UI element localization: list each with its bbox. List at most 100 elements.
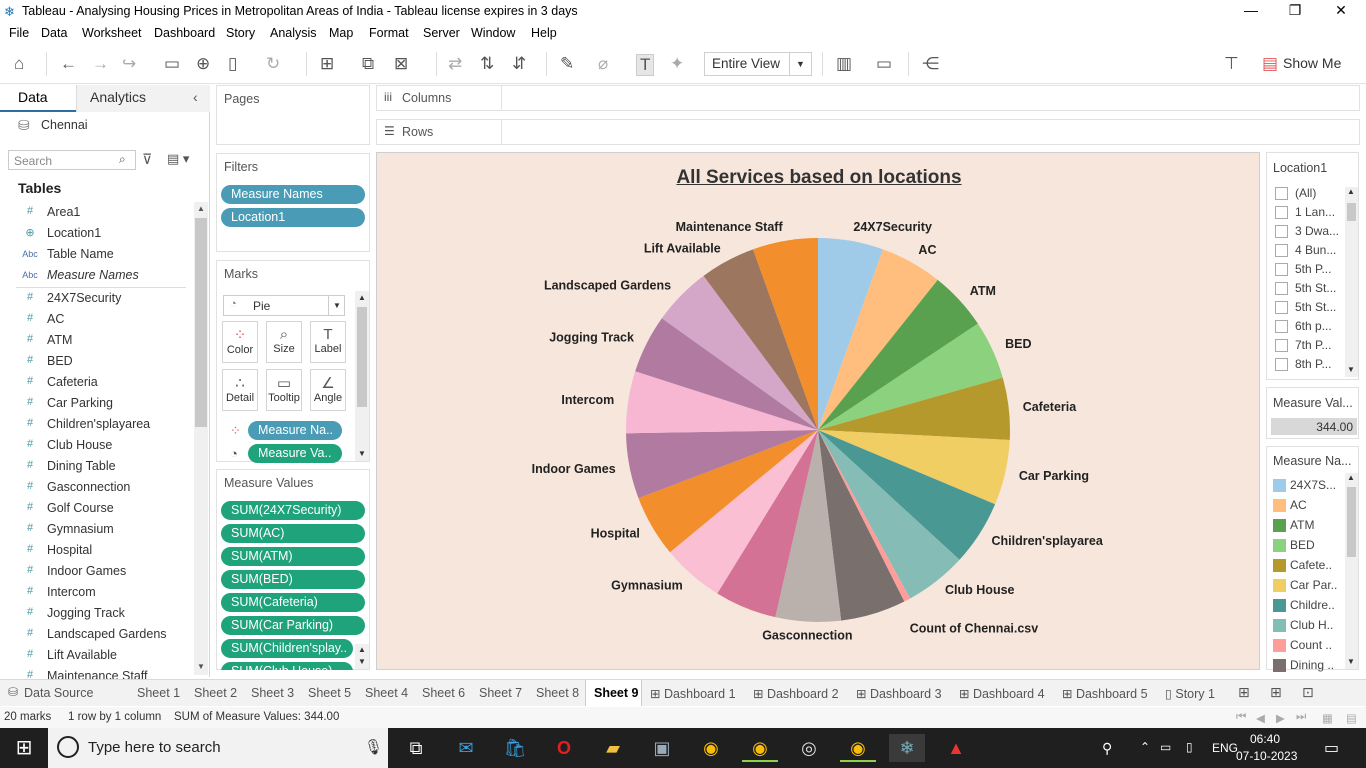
size-mark-button[interactable]: ⌕ Size [266, 321, 302, 363]
mark-type-dropdown[interactable]: ◔ Pie ▼ [223, 295, 345, 316]
detail-mark-button[interactable]: ∴ Detail [222, 369, 258, 411]
field-item[interactable]: # Golf Course [0, 498, 192, 519]
measure-value-pill[interactable]: SUM(Club House) [221, 662, 353, 670]
legend-label[interactable]: Childre.. [1290, 598, 1335, 612]
field-item[interactable]: # ATM [0, 330, 192, 351]
fix-axes-icon[interactable]: ✦ [670, 54, 684, 74]
location-checkbox[interactable] [1275, 358, 1288, 371]
tab-data[interactable]: Data [18, 89, 48, 105]
clock-time[interactable]: 06:40 [1250, 732, 1280, 746]
duplicate-sheet-icon[interactable]: ⧉ [362, 54, 374, 74]
search-input[interactable]: Search ⌕ [8, 150, 136, 170]
menu-data[interactable]: Data [41, 26, 67, 40]
legend-label[interactable]: Car Par.. [1290, 578, 1337, 592]
filter-pill-measure-names[interactable]: Measure Names [221, 185, 365, 204]
location-option-label[interactable]: 3 Dwa... [1295, 224, 1339, 238]
field-item[interactable]: # Dining Table [0, 456, 192, 477]
photos-icon[interactable]: ▣ [644, 734, 680, 762]
highlight-icon[interactable]: ✎ [560, 54, 574, 74]
sheet-tab[interactable]: Sheet 2 [186, 680, 243, 706]
marks-scrollbar[interactable]: ▲ ▼ [355, 291, 369, 461]
sheet-tab[interactable]: ▯ Story 1 [1157, 680, 1227, 706]
measure-value-pill[interactable]: SUM(AC) [221, 524, 365, 543]
field-item[interactable]: # Area1 [0, 202, 192, 223]
legend-label[interactable]: ATM [1290, 518, 1314, 532]
legend-swatch[interactable] [1273, 659, 1286, 672]
location-option-label[interactable]: 7th P... [1295, 338, 1331, 352]
redo-icon[interactable]: → [92, 54, 109, 74]
sheet-tab[interactable]: ⊞ Dashboard 4 [951, 680, 1054, 706]
field-item[interactable]: # AC [0, 309, 192, 330]
filter-pill-location1[interactable]: Location1 [221, 208, 365, 227]
field-item[interactable]: # Landscaped Gardens [0, 624, 192, 645]
menu-map[interactable]: Map [329, 26, 353, 40]
nav-next-icon[interactable]: ▶ [1276, 711, 1285, 725]
sheet-tab[interactable]: ⊞ Dashboard 2 [745, 680, 848, 706]
sort-descending-icon[interactable]: ⇵ [512, 54, 526, 74]
grid-view-icon[interactable]: ▦ [1322, 711, 1333, 725]
label-mark-button[interactable]: T Label [310, 321, 346, 363]
scrollbar-thumb[interactable] [195, 218, 207, 427]
field-item[interactable]: # Gasconnection [0, 477, 192, 498]
pie-chart[interactable]: 24X7Security AC ATM BED Cafeteria Car Parking… [377, 153, 1261, 671]
legend-label[interactable]: Count .. [1290, 638, 1332, 652]
sheet-tab[interactable]: Sheet 9 [585, 680, 642, 706]
rows-shelf[interactable]: ☰ Rows [376, 119, 1360, 145]
tableau-taskbar-icon[interactable]: ❄ [889, 734, 925, 762]
field-item[interactable]: # Jogging Track [0, 603, 192, 624]
field-item[interactable]: # Intercom [0, 582, 192, 603]
pause-updates-icon[interactable]: ▯ [228, 54, 237, 74]
legend-label[interactable]: BED [1290, 538, 1315, 552]
measure-names-scrollbar[interactable]: ▲ ▼ [1345, 473, 1358, 669]
location-option-label[interactable]: 5th St... [1295, 281, 1336, 295]
nav-first-icon[interactable]: ⏮ [1236, 711, 1246, 724]
legend-label[interactable]: Club H.. [1290, 618, 1333, 632]
sheet-tab[interactable]: Sheet 5 [300, 680, 357, 706]
new-dashboard-icon[interactable]: ⊞ [1270, 684, 1282, 701]
new-worksheet-icon[interactable]: ⊞ [320, 54, 334, 74]
taskbar-search-box[interactable]: Type here to search 🎙 [48, 728, 388, 768]
new-worksheet-icon[interactable]: ⊞ [1238, 684, 1250, 701]
replay-icon[interactable]: ↪ [122, 54, 136, 74]
columns-shelf[interactable]: iii Columns [376, 85, 1360, 111]
data-source-tab[interactable]: Data Source [24, 680, 93, 706]
sheet-tab[interactable]: Sheet 4 [357, 680, 414, 706]
task-view-icon[interactable]: ⧉ [398, 734, 434, 762]
field-item[interactable]: #24X7Security [0, 288, 192, 309]
sheet-tab[interactable]: Sheet 1 [129, 680, 186, 706]
nav-prev-icon[interactable]: ◀ [1256, 711, 1265, 725]
location-option-label[interactable]: 1 Lan... [1295, 205, 1335, 219]
mail-icon[interactable]: ✉ [448, 734, 484, 762]
location-option-label[interactable]: (All) [1295, 186, 1316, 200]
undo-icon[interactable]: ← [60, 54, 77, 74]
language-indicator[interactable]: ENG [1212, 741, 1238, 755]
sheet-tab[interactable]: ⊞ Dashboard 1 [642, 680, 745, 706]
field-list-scrollbar[interactable]: ▲ ▼ [194, 202, 208, 675]
store-icon[interactable]: 🛍 [497, 734, 533, 762]
scroll-down-icon[interactable]: ▼ [358, 657, 366, 666]
tooltip-mark-button[interactable]: ▭ Tooltip [266, 369, 302, 411]
scroll-up-icon[interactable]: ▲ [197, 204, 205, 213]
presentation-mode-icon[interactable]: ▭ [876, 54, 892, 74]
show-cards-icon[interactable]: ▥ [836, 54, 852, 74]
file-explorer-icon[interactable]: ▰ [595, 734, 631, 762]
refresh-icon[interactable]: ↻ [266, 54, 280, 74]
app-taskbar-icon[interactable]: ▲ [938, 734, 974, 762]
view-options-icon[interactable]: ▤ ▾ [167, 151, 189, 167]
network-icon[interactable]: ▭ [1160, 740, 1171, 754]
field-item[interactable]: Abc Table Name [0, 244, 192, 265]
restore-button[interactable]: ❐ [1280, 2, 1310, 22]
sheet-tab[interactable]: Sheet 6 [414, 680, 471, 706]
scroll-down-icon[interactable]: ▼ [1347, 657, 1355, 666]
scrollbar-thumb[interactable] [1347, 203, 1356, 221]
sheet-tab[interactable]: Sheet 7 [471, 680, 528, 706]
menu-window[interactable]: Window [471, 26, 515, 40]
pages-card[interactable]: Pages [216, 85, 370, 145]
scroll-down-icon[interactable]: ▼ [1347, 365, 1355, 374]
field-item[interactable]: # Children'splayarea [0, 414, 192, 435]
field-item[interactable]: # Club House [0, 435, 192, 456]
measure-value-pill[interactable]: SUM(Car Parking) [221, 616, 365, 635]
location-option-label[interactable]: 8th P... [1295, 357, 1331, 371]
legend-swatch[interactable] [1273, 639, 1286, 652]
legend-label[interactable]: Dining .. [1290, 658, 1334, 672]
